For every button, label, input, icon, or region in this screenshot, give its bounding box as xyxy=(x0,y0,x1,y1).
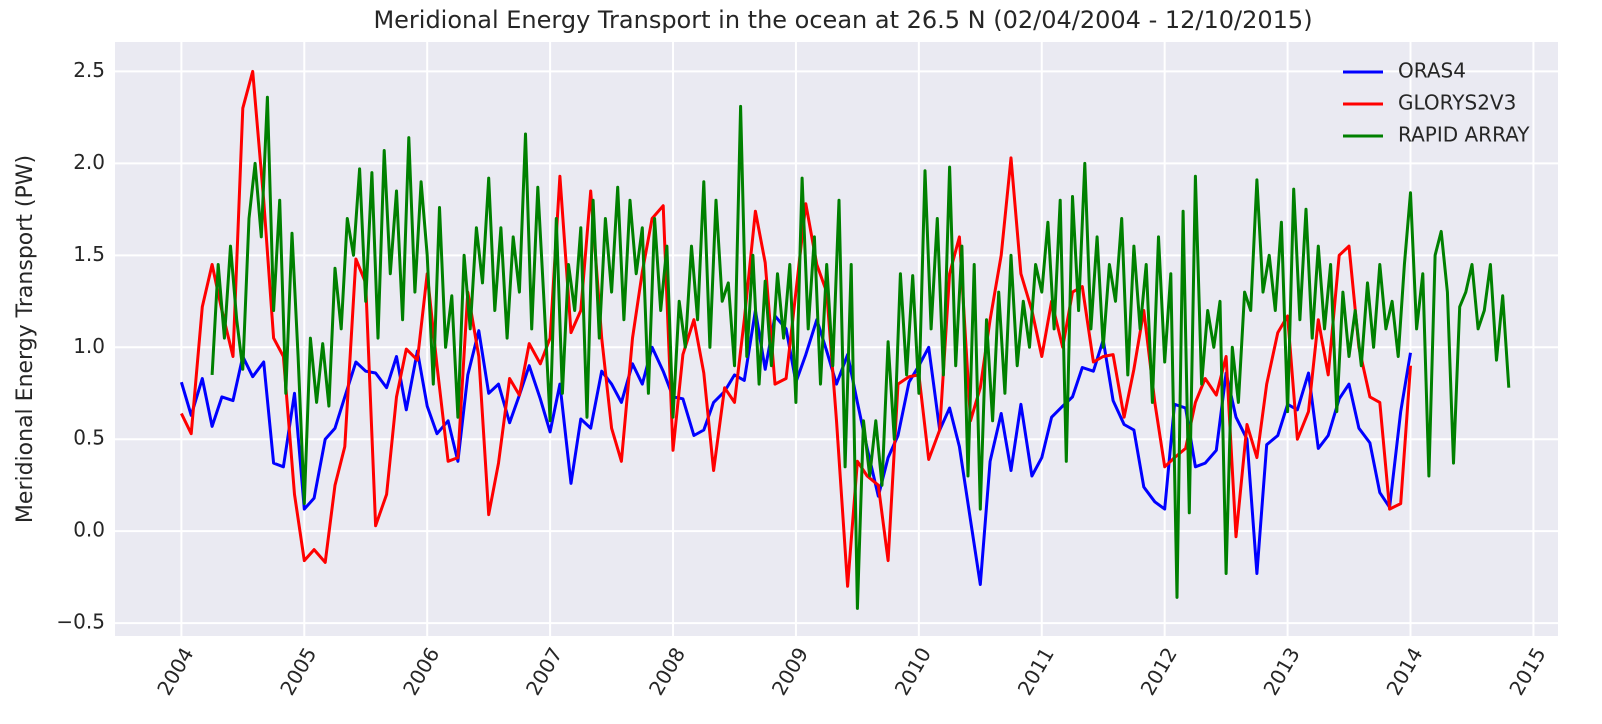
x-tick-label: 2004 xyxy=(152,643,198,699)
x-tick-label: 2008 xyxy=(644,643,690,699)
y-tick-label: 1.5 xyxy=(73,242,105,266)
x-tick-label: 2014 xyxy=(1381,643,1427,699)
legend-label: RAPID ARRAY xyxy=(1398,123,1530,147)
x-tick-label: 2015 xyxy=(1504,643,1550,699)
x-tick-label: 2007 xyxy=(521,643,567,699)
x-tick-label: 2012 xyxy=(1136,643,1182,699)
legend-label: GLORYS2V3 xyxy=(1398,91,1516,115)
line-series xyxy=(180,69,1412,588)
y-tick-label: 2.0 xyxy=(73,150,105,174)
y-tick-label: 1.0 xyxy=(73,334,105,358)
legend-label: ORAS4 xyxy=(1398,59,1466,83)
chart-title: Meridional Energy Transport in the ocean… xyxy=(373,6,1312,34)
x-tick-label: 2010 xyxy=(890,643,936,699)
x-tick-label: 2011 xyxy=(1013,643,1059,699)
y-axis-label: Meridional Energy Transport (PW) xyxy=(13,155,38,523)
line-series xyxy=(210,95,1511,610)
x-tick-label: 2013 xyxy=(1258,643,1304,699)
x-tick-label: 2009 xyxy=(767,643,813,699)
y-tick-label: 0.5 xyxy=(73,426,105,450)
x-tick-label: 2005 xyxy=(275,643,321,699)
y-tick-label: −0.5 xyxy=(56,610,105,634)
x-tick-label: 2006 xyxy=(398,643,444,699)
y-tick-label: 0.0 xyxy=(73,518,105,542)
y-tick-label: 2.5 xyxy=(73,58,105,82)
